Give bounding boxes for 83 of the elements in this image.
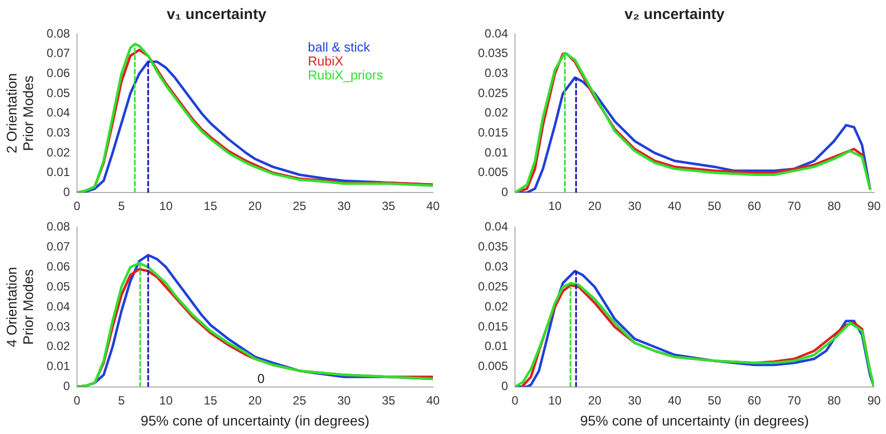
- x-tick-label: 10: [548, 199, 562, 214]
- y-tick-label: 0.035: [478, 239, 508, 254]
- y-tick-label: 0.025: [478, 279, 508, 294]
- y-tick-label: 0.06: [46, 66, 70, 80]
- x-tick-label: 20: [588, 199, 602, 214]
- y-tick-label: 0.05: [46, 86, 70, 100]
- x-tick-label: 10: [159, 393, 173, 408]
- x-tick-label: 40: [668, 199, 682, 214]
- y-tick-label: 0.03: [46, 319, 70, 334]
- y-tick-label: 0.08: [46, 26, 70, 40]
- x-tick-label: 5: [118, 199, 126, 214]
- y-tick-label: 0.08: [46, 220, 70, 234]
- y-tick-label: 0.04: [484, 26, 508, 40]
- chart-title: v₂ uncertainty: [624, 6, 726, 24]
- x-tick-label: 70: [788, 199, 802, 214]
- y-tick-label: 0.005: [478, 165, 508, 180]
- y-tick-label: 0.05: [46, 279, 70, 294]
- x-tick-label: 15: [204, 199, 218, 214]
- x-tick-label: 30: [337, 393, 351, 408]
- x-tick-label: 70: [788, 393, 802, 408]
- y-tick-label: 0.01: [46, 359, 70, 374]
- y-tick-label: 0.01: [484, 339, 508, 354]
- x-tick-label: 30: [337, 199, 351, 214]
- y-tick-label: 0: [501, 379, 508, 394]
- x-tick-label: 20: [588, 393, 602, 408]
- x-axis-title: 95% cone of uncertainty (in degrees): [140, 412, 370, 428]
- x-tick-label: 0: [512, 393, 519, 408]
- x-tick-label: 90: [867, 393, 881, 408]
- x-tick-label: 20: [248, 393, 262, 408]
- y-tick-label: 0.06: [46, 259, 70, 274]
- y-tick-label: 0.04: [46, 106, 70, 120]
- y-tick-label: 0.015: [478, 319, 508, 334]
- y-tick-label: 0.03: [484, 259, 508, 274]
- x-tick-label: 40: [426, 393, 440, 408]
- y-tick-label: 0.02: [46, 145, 70, 160]
- y-tick-label: 0.04: [484, 220, 508, 234]
- x-tick-label: 40: [668, 393, 682, 408]
- x-tick-label: 30: [628, 393, 642, 408]
- y-tick-label: 0.03: [46, 125, 70, 140]
- y-tick-label: 0.02: [484, 106, 508, 120]
- x-tick-label: 60: [748, 199, 762, 214]
- y-tick-label: 0.02: [484, 299, 508, 314]
- x-axis-title: 95% cone of uncertainty (in degrees): [580, 412, 809, 428]
- y-tick-label: 0.025: [478, 86, 508, 100]
- x-tick-label: 25: [292, 199, 306, 214]
- y-tick-label: 0.02: [46, 339, 70, 354]
- x-tick-label: 15: [204, 393, 218, 408]
- text: ball & stick: [308, 40, 370, 55]
- x-tick-label: 40: [426, 199, 440, 214]
- x-tick-label: 5: [118, 393, 126, 408]
- x-tick-label: 0: [74, 199, 81, 214]
- y-tick-label: 0.01: [46, 165, 70, 180]
- annotation: 0: [257, 370, 265, 386]
- x-tick-label: 80: [827, 199, 842, 214]
- y-tick-label: 0.04: [46, 299, 70, 314]
- y-axis-title: 2 Orientation Prior Modes: [3, 73, 36, 154]
- y-tick-label: 0.07: [46, 46, 70, 60]
- x-tick-label: 0: [74, 393, 81, 408]
- y-tick-label: 0.035: [478, 46, 508, 60]
- x-tick-label: 25: [292, 393, 306, 408]
- y-tick-label: 0: [63, 184, 70, 199]
- y-tick-label: 0.005: [478, 359, 508, 374]
- text: RubiX: [308, 54, 344, 69]
- text: RubiX_priors: [308, 68, 384, 83]
- x-tick-label: 90: [867, 199, 881, 214]
- y-tick-label: 0.07: [46, 239, 70, 254]
- y-tick-label: 0: [63, 379, 70, 394]
- x-tick-label: 30: [628, 199, 642, 214]
- y-tick-label: 0.03: [484, 66, 508, 80]
- y-tick-label: 0.01: [484, 145, 508, 160]
- x-tick-label: 35: [382, 393, 396, 408]
- x-tick-label: 80: [827, 393, 842, 408]
- y-axis-title: 4 Orientation Prior Modes: [3, 266, 36, 348]
- y-tick-label: 0.015: [478, 125, 508, 140]
- chart-title: v₁ uncertainty: [166, 6, 267, 24]
- x-tick-label: 20: [248, 199, 262, 214]
- x-tick-label: 35: [382, 199, 396, 214]
- y-tick-label: 0: [501, 184, 508, 199]
- x-tick-label: 10: [159, 199, 173, 214]
- x-tick-label: 50: [708, 393, 722, 408]
- x-tick-label: 60: [748, 393, 762, 408]
- x-tick-label: 50: [708, 199, 722, 214]
- x-tick-label: 10: [548, 393, 562, 408]
